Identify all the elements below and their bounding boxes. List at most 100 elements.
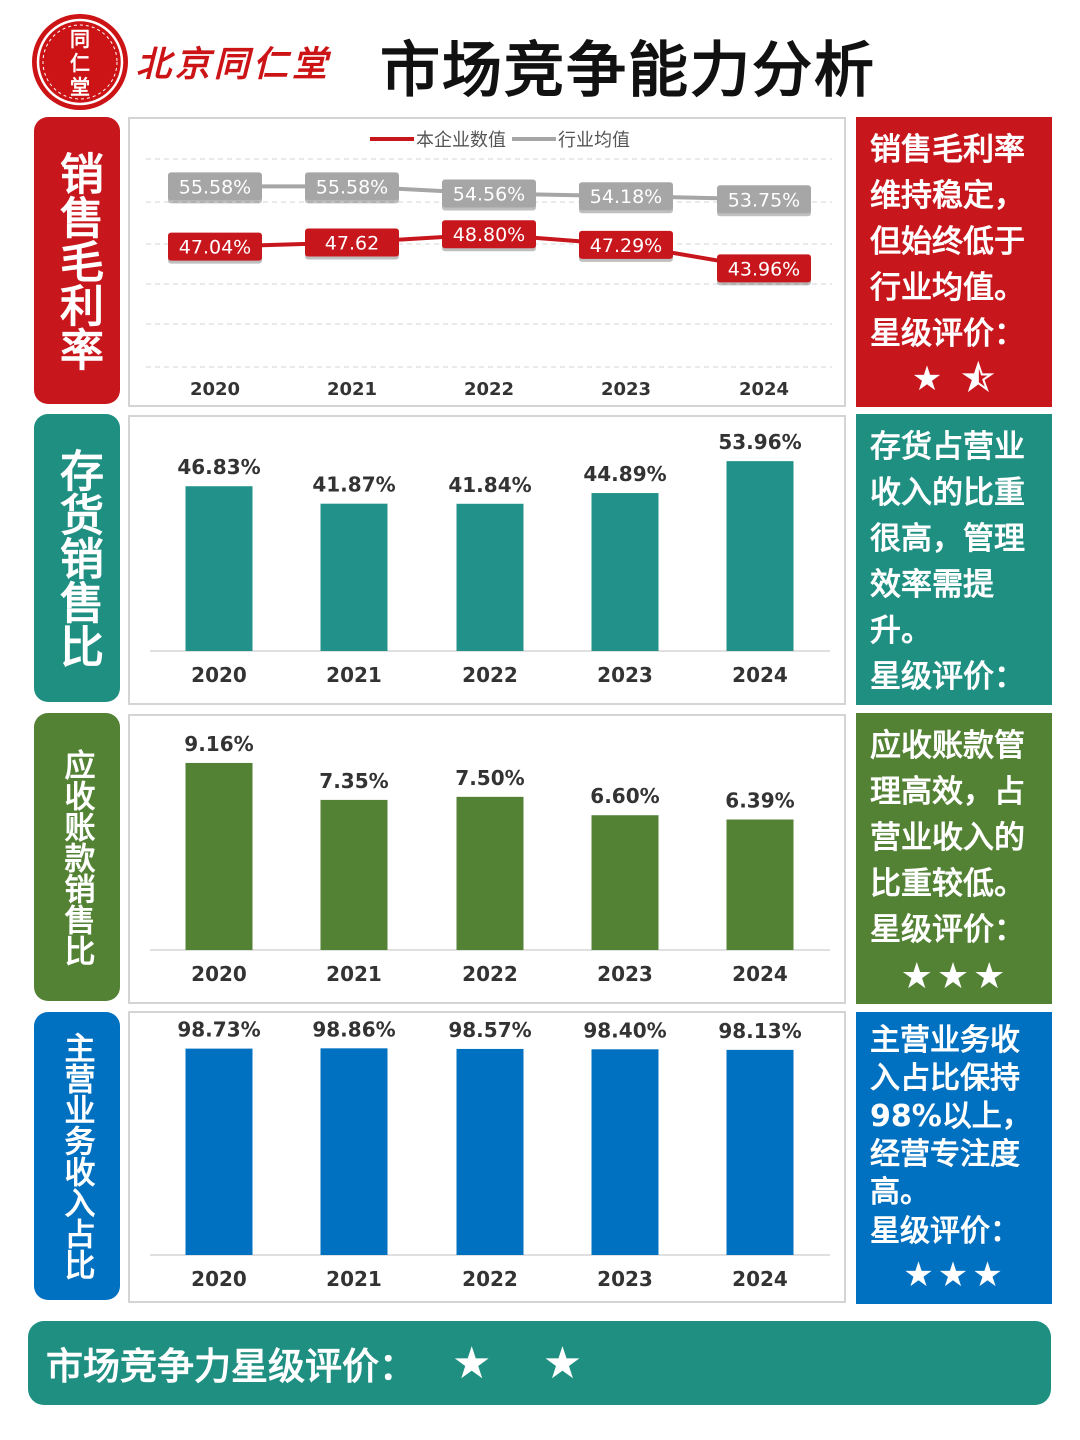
main-business-comment-box: 主营业务收入占比保持98%以上，经营专注度高。 星级评价： ★★★: [856, 1012, 1052, 1304]
data-label-box-0-0: [168, 232, 262, 261]
seal-char-1: 同: [70, 27, 90, 51]
legend-label-0: 本企业数值: [416, 130, 506, 151]
data-label-box-1-3: [579, 182, 673, 211]
bar-value-label: 7.35%: [319, 769, 388, 793]
data-label-box-1-2: [442, 179, 536, 208]
overall-star-rating: ★ ★: [452, 1337, 601, 1389]
data-label-box-0-2: [442, 220, 536, 249]
receivables-bar-chart: 9.16% 2020 7.35% 2021 7.50% 2022 6.60% 2023 6.39…: [150, 732, 830, 986]
x-tick-label: 2022: [462, 1267, 518, 1291]
x-tick-label: 2021: [326, 663, 382, 687]
data-label-1-4: 53.75%: [728, 189, 800, 211]
bar-2020: [185, 486, 253, 651]
data-label-0-4: 43.96%: [728, 258, 800, 280]
x-tick-label: 2020: [190, 379, 240, 400]
gross-margin-rating-label: 星级评价：: [870, 316, 1025, 352]
data-label-box-1-1: [305, 172, 399, 201]
bar-2023: [591, 493, 659, 651]
bar-2021: [320, 1048, 388, 1255]
legend-label-1: 行业均值: [558, 130, 630, 151]
gross-margin-line-chart: 本企业数值 行业均值 47.04% 47.62 48.80% 47.29% 43.96% 55…: [146, 130, 832, 400]
bar-2024: [726, 1049, 794, 1255]
data-label-box-1-0: [168, 172, 262, 201]
x-tick-label: 2021: [326, 1267, 382, 1291]
bar-value-label: 53.96%: [718, 430, 801, 454]
bar-2020: [185, 1048, 253, 1255]
overall-rating-bar: 市场竞争力星级评价： ★ ★: [28, 1321, 1051, 1405]
x-tick-label: 2020: [191, 1267, 247, 1291]
receivables-star-rating: ★★★: [900, 956, 1010, 997]
bar-2022: [456, 1048, 524, 1255]
x-tick-label: 2021: [327, 379, 377, 400]
seal-char-2: 仁: [70, 51, 90, 75]
seal-char-3: 堂: [70, 75, 90, 99]
data-label-box-0-3: [579, 230, 673, 259]
x-tick-label: 2024: [739, 379, 789, 400]
x-tick-label: 2024: [732, 1267, 788, 1291]
bar-value-label: 9.16%: [184, 732, 253, 756]
bar-value-label: 41.87%: [312, 473, 395, 497]
x-tick-label: 2021: [326, 962, 382, 986]
x-tick-label: 2024: [732, 962, 788, 986]
section-title-receivables: 应收账款销售比: [34, 713, 120, 1001]
page-title: 市场竞争能力分析: [380, 36, 876, 106]
data-label-0-1: 47.62: [325, 233, 379, 255]
data-label-0-2: 48.80%: [453, 224, 525, 246]
x-tick-label: 2023: [597, 663, 653, 687]
inventory-bar-chart: 46.83% 2020 41.87% 2021 41.84% 2022 44.89% 2023…: [150, 430, 830, 687]
bar-2021: [320, 503, 388, 651]
x-tick-label: 2022: [462, 663, 518, 687]
bar-2023: [591, 815, 659, 950]
bar-value-label: 44.89%: [583, 462, 666, 486]
bar-value-label: 98.73%: [177, 1018, 260, 1042]
bar-value-label: 46.83%: [177, 455, 260, 479]
x-tick-label: 2023: [597, 962, 653, 986]
inventory-comment-box: 存货占营业收入的比重很高，管理效率需提升。 星级评价： ★: [856, 414, 1052, 744]
section-title-main-business: 主营业务收入占比: [34, 1012, 120, 1300]
gross-margin-chart-panel: 本企业数值 行业均值 47.04% 47.62 48.80% 47.29% 43.96% 55…: [128, 117, 846, 407]
x-tick-label: 2023: [601, 379, 651, 400]
receivables-chart-panel: 9.16% 2020 7.35% 2021 7.50% 2022 6.60% 2023 6.39…: [128, 714, 846, 1004]
bar-value-label: 6.60%: [590, 784, 659, 808]
bar-value-label: 98.86%: [312, 1017, 395, 1041]
data-label-1-2: 54.56%: [453, 184, 525, 206]
main-business-star-rating: ★★★: [903, 1255, 1007, 1295]
bar-2024: [726, 819, 794, 950]
x-tick-label: 2022: [462, 962, 518, 986]
data-label-1-3: 54.18%: [590, 186, 662, 208]
main-business-comment: 主营业务收入占比保持98%以上，经营专注度高。: [870, 1023, 1032, 1210]
bar-value-label: 98.40%: [583, 1018, 666, 1042]
bar-value-label: 6.39%: [725, 789, 794, 813]
x-tick-label: 2020: [191, 663, 247, 687]
bar-2020: [185, 762, 253, 950]
x-tick-label: 2023: [597, 1267, 653, 1291]
inventory-comment: 存货占营业收入的比重很高，管理效率需提升。: [870, 429, 1025, 649]
bar-2022: [456, 503, 524, 651]
bar-value-label: 98.13%: [718, 1019, 801, 1043]
overall-rating-label: 市场竞争力星级评价：: [46, 1345, 416, 1388]
section-title-inventory: 存货销售比: [34, 414, 120, 702]
tongrentang-seal-logo: 同 仁 堂: [30, 12, 130, 112]
receivables-comment: 应收账款管理高效，占营业收入的比重较低。: [870, 728, 1025, 902]
gross-margin-star-rating: ★ ⯪: [911, 359, 999, 399]
main-business-rating-label: 星级评价：: [870, 1214, 1020, 1249]
data-label-0-3: 47.29%: [590, 235, 662, 257]
bar-2021: [320, 799, 388, 950]
x-tick-label: 2024: [732, 663, 788, 687]
inventory-rating-label: 星级评价：: [870, 659, 1025, 695]
main-business-bar-chart: 98.73% 2020 98.86% 2021 98.57% 2022 98.40% 2023…: [150, 1017, 830, 1291]
data-label-0-0: 47.04%: [179, 237, 251, 259]
receivables-comment-box: 应收账款管理高效，占营业收入的比重较低。 星级评价： ★★★: [856, 713, 1052, 1004]
data-label-1-1: 55.58%: [316, 176, 388, 198]
x-tick-label: 2020: [191, 962, 247, 986]
data-label-box-1-4: [717, 185, 811, 214]
receivables-rating-label: 星级评价：: [870, 912, 1025, 948]
brand-name: 北京同仁堂: [136, 44, 332, 85]
data-label-box-0-4: [717, 254, 811, 283]
gross-margin-comment-box: 销售毛利率维持稳定，但始终低于行业均值。 星级评价： ★ ⯪: [856, 117, 1052, 407]
gross-margin-comment: 销售毛利率维持稳定，但始终低于行业均值。: [870, 132, 1025, 306]
data-label-box-0-1: [305, 228, 399, 257]
bar-value-label: 41.84%: [448, 473, 531, 497]
x-tick-label: 2022: [464, 379, 514, 400]
bar-value-label: 98.57%: [448, 1018, 531, 1042]
